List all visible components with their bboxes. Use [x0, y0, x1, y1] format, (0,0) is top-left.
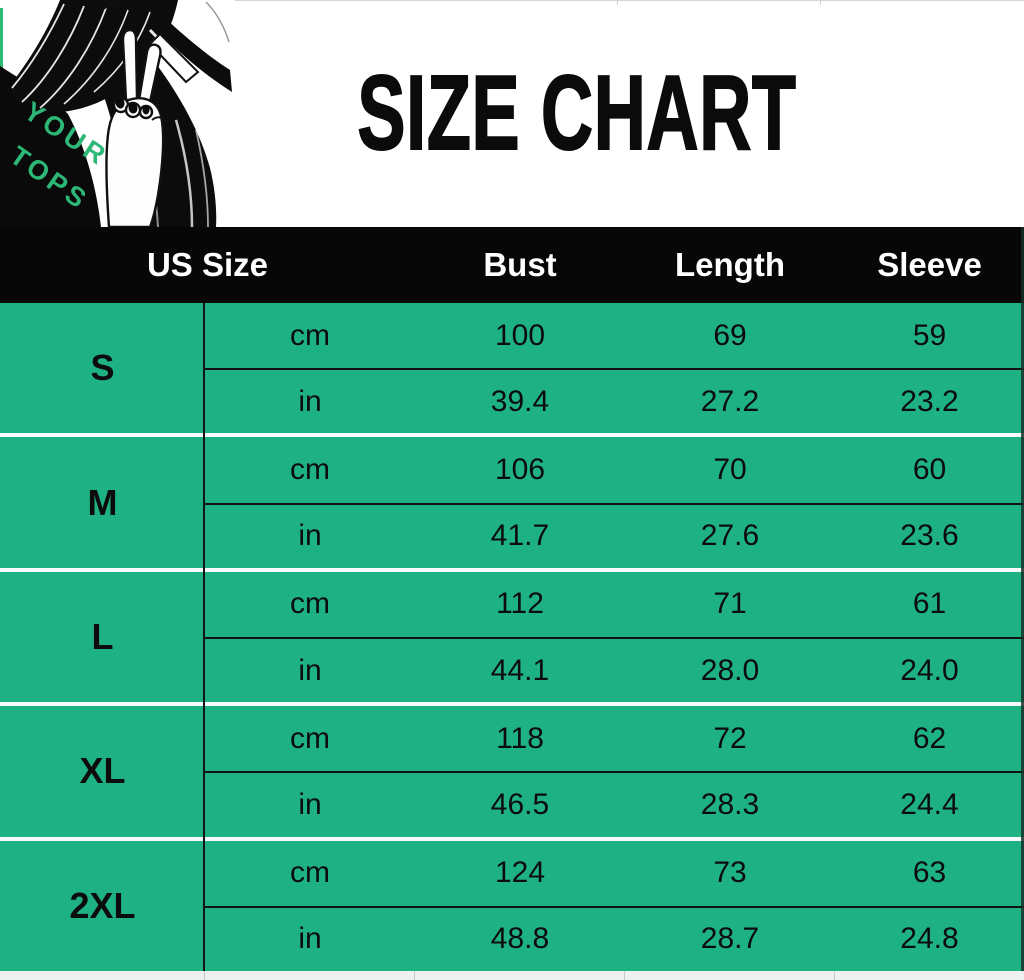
hair-tie-band [148, 32, 200, 84]
painted-nails [115, 97, 150, 115]
unit-label-in: in [205, 637, 415, 702]
size-block: XL cm 118 72 62 in 46.5 28.3 24.4 [0, 706, 1024, 837]
unit-label-cm: cm [290, 453, 330, 486]
size-label: S [90, 347, 115, 389]
column-divider-tick [204, 971, 205, 980]
header-bust: Bust [483, 246, 557, 283]
size-label: L [91, 616, 114, 658]
brand-illustration: YOUR TOPS [0, 0, 232, 227]
index-finger [121, 28, 139, 102]
length-in-value: 28.7 [625, 905, 835, 971]
bust-cm-value: 106 [494, 453, 546, 486]
sleeve-cm-value: 59 [912, 318, 947, 352]
column-divider-tick [414, 971, 415, 980]
size-column-divider [203, 303, 205, 971]
size-table-body: S cm 100 69 59 in 39.4 27.2 23.2 M cm 10… [0, 303, 1024, 972]
header-sleeve: Sleeve [877, 246, 982, 283]
sleeve-cm-value: 62 [912, 721, 947, 755]
bottom-strip [0, 971, 1024, 980]
unit-label-cm: cm [290, 721, 330, 755]
ring [151, 116, 165, 121]
sleeve-in-value: 23.2 [835, 368, 1024, 433]
table-right-edge [1021, 227, 1024, 971]
palm-and-wrist [105, 97, 165, 227]
sleeve-cm-value: 60 [912, 453, 947, 486]
size-label: XL [79, 750, 126, 792]
sleeve-cm-value: 63 [912, 856, 947, 890]
unit-label-in: in [205, 771, 415, 836]
length-in-value: 28.3 [625, 771, 835, 836]
length-cm-value: 71 [713, 587, 747, 621]
length-cm-value: 73 [713, 856, 747, 890]
middle-finger [137, 43, 162, 104]
top-tick [617, 0, 618, 5]
top-hairline [235, 0, 1024, 1]
length-cm-value: 69 [713, 318, 747, 352]
size-block: M cm 106 70 60 in 41.7 27.6 23.6 [0, 437, 1024, 568]
unit-label-in: in [205, 502, 415, 568]
hand-peace-sign [105, 28, 165, 227]
size-block: S cm 100 69 59 in 39.4 27.2 23.2 [0, 303, 1024, 434]
unit-label-cm: cm [290, 318, 330, 352]
length-in-value: 28.0 [625, 637, 835, 702]
bust-in-value: 48.8 [415, 905, 625, 971]
bust-cm-value: 100 [494, 318, 546, 352]
bust-in-value: 44.1 [415, 637, 625, 702]
unit-label-cm: cm [290, 587, 330, 621]
sleeve-cm-value: 61 [912, 587, 947, 621]
bust-cm-value: 112 [496, 587, 544, 621]
length-cm-value: 70 [713, 453, 747, 486]
table-header-row: US Size Bust Length Sleeve [0, 227, 1024, 303]
hero-section: YOUR TOPS SIZE CHART [0, 0, 1024, 227]
sleeve-in-value: 24.4 [835, 771, 1024, 836]
hair-fan [7, 0, 178, 113]
hair-strand-corner [142, 2, 232, 92]
length-in-value: 27.6 [625, 502, 835, 568]
header-us-size: US Size [146, 246, 269, 283]
bust-in-value: 41.7 [415, 502, 625, 568]
bust-cm-value: 118 [496, 721, 544, 755]
column-divider-tick [624, 971, 625, 980]
header-length: Length [675, 246, 785, 283]
sleeve-in-value: 24.0 [835, 637, 1024, 702]
hair-wisp-corner [205, 1, 230, 43]
sleeve-in-value: 23.6 [835, 502, 1024, 568]
length-in-value: 27.2 [625, 368, 835, 433]
shirt-shape [0, 66, 101, 227]
sleeve-in-value: 24.8 [835, 905, 1024, 971]
unit-label-in: in [205, 905, 415, 971]
top-tick [820, 0, 821, 5]
length-cm-value: 72 [713, 721, 747, 755]
unit-label-cm: cm [290, 856, 330, 890]
size-label: M [87, 481, 118, 523]
size-block: 2XL cm 124 73 63 in 48.8 28.7 24.8 [0, 840, 1024, 972]
hair-wisp-top [95, 0, 123, 17]
page-title: SIZE CHART [357, 53, 797, 173]
bust-in-value: 39.4 [415, 368, 625, 433]
bust-cm-value: 124 [494, 856, 546, 890]
unit-label-in: in [205, 368, 415, 433]
column-divider-tick [834, 971, 835, 980]
bust-in-value: 46.5 [415, 771, 625, 836]
size-label: 2XL [69, 884, 136, 926]
size-block: L cm 112 71 61 in 44.1 28.0 24.0 [0, 571, 1024, 703]
